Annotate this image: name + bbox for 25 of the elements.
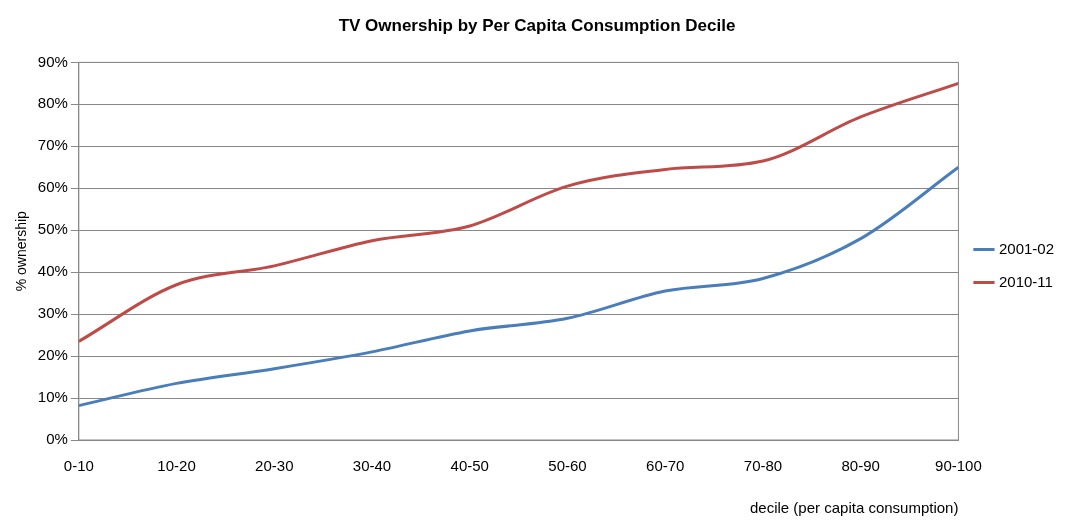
y-tick-label: 0% <box>46 430 68 448</box>
legend-label: 2010-11 <box>998 272 1053 290</box>
y-tick-label: 50% <box>37 220 68 238</box>
x-tick-label: 30-40 <box>352 457 392 475</box>
y-tick-label: 20% <box>37 346 68 364</box>
y-tick-label: 60% <box>37 178 68 196</box>
x-tick-label: 60-70 <box>646 457 685 475</box>
legend-label: 2001-02 <box>998 239 1055 257</box>
x-tick-label: 0-10 <box>63 457 94 475</box>
y-tick-label: 80% <box>37 94 68 112</box>
y-axis-title: % ownership <box>13 210 30 292</box>
x-tick-label: 90-100 <box>935 457 982 475</box>
y-tick-label: 90% <box>37 52 68 70</box>
x-tick-label: 20-30 <box>255 457 294 475</box>
y-tick-label: 70% <box>37 136 68 154</box>
x-tick-label: 50-60 <box>548 457 587 475</box>
x-tick-label: 70-80 <box>743 457 783 475</box>
x-tick-label: 10-20 <box>157 457 196 475</box>
y-tick-label: 40% <box>37 262 68 280</box>
x-tick-label: 80-90 <box>841 457 880 475</box>
chart-title: TV Ownership by Per Capita Consumption Decile <box>338 15 736 35</box>
x-axis-title: decile (per capita consumption) <box>750 499 959 517</box>
x-tick-label: 40-50 <box>450 457 489 475</box>
y-tick-label: 30% <box>37 304 68 322</box>
y-tick-label: 10% <box>37 388 68 406</box>
